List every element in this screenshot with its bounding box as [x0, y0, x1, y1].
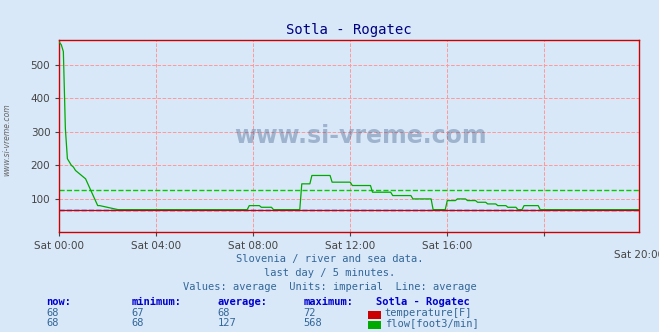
Text: maximum:: maximum:: [303, 297, 353, 307]
Text: average:: average:: [217, 297, 268, 307]
Text: Slovenia / river and sea data.: Slovenia / river and sea data.: [236, 254, 423, 264]
Text: now:: now:: [46, 297, 71, 307]
Text: flow[foot3/min]: flow[foot3/min]: [385, 318, 478, 328]
Text: 68: 68: [217, 308, 230, 318]
Text: Sotla - Rogatec: Sotla - Rogatec: [376, 297, 469, 307]
Text: 67: 67: [132, 308, 144, 318]
Title: Sotla - Rogatec: Sotla - Rogatec: [287, 23, 412, 37]
Text: 72: 72: [303, 308, 316, 318]
Text: 127: 127: [217, 318, 236, 328]
Text: 68: 68: [46, 308, 59, 318]
Text: www.si-vreme.com: www.si-vreme.com: [2, 103, 11, 176]
Text: 68: 68: [46, 318, 59, 328]
Text: www.si-vreme.com: www.si-vreme.com: [235, 124, 487, 148]
Text: last day / 5 minutes.: last day / 5 minutes.: [264, 268, 395, 278]
Text: Values: average  Units: imperial  Line: average: Values: average Units: imperial Line: av…: [183, 282, 476, 292]
Text: Sat 20:00: Sat 20:00: [614, 250, 659, 260]
Text: 568: 568: [303, 318, 322, 328]
Text: 68: 68: [132, 318, 144, 328]
Text: minimum:: minimum:: [132, 297, 182, 307]
Text: temperature[F]: temperature[F]: [385, 308, 473, 318]
